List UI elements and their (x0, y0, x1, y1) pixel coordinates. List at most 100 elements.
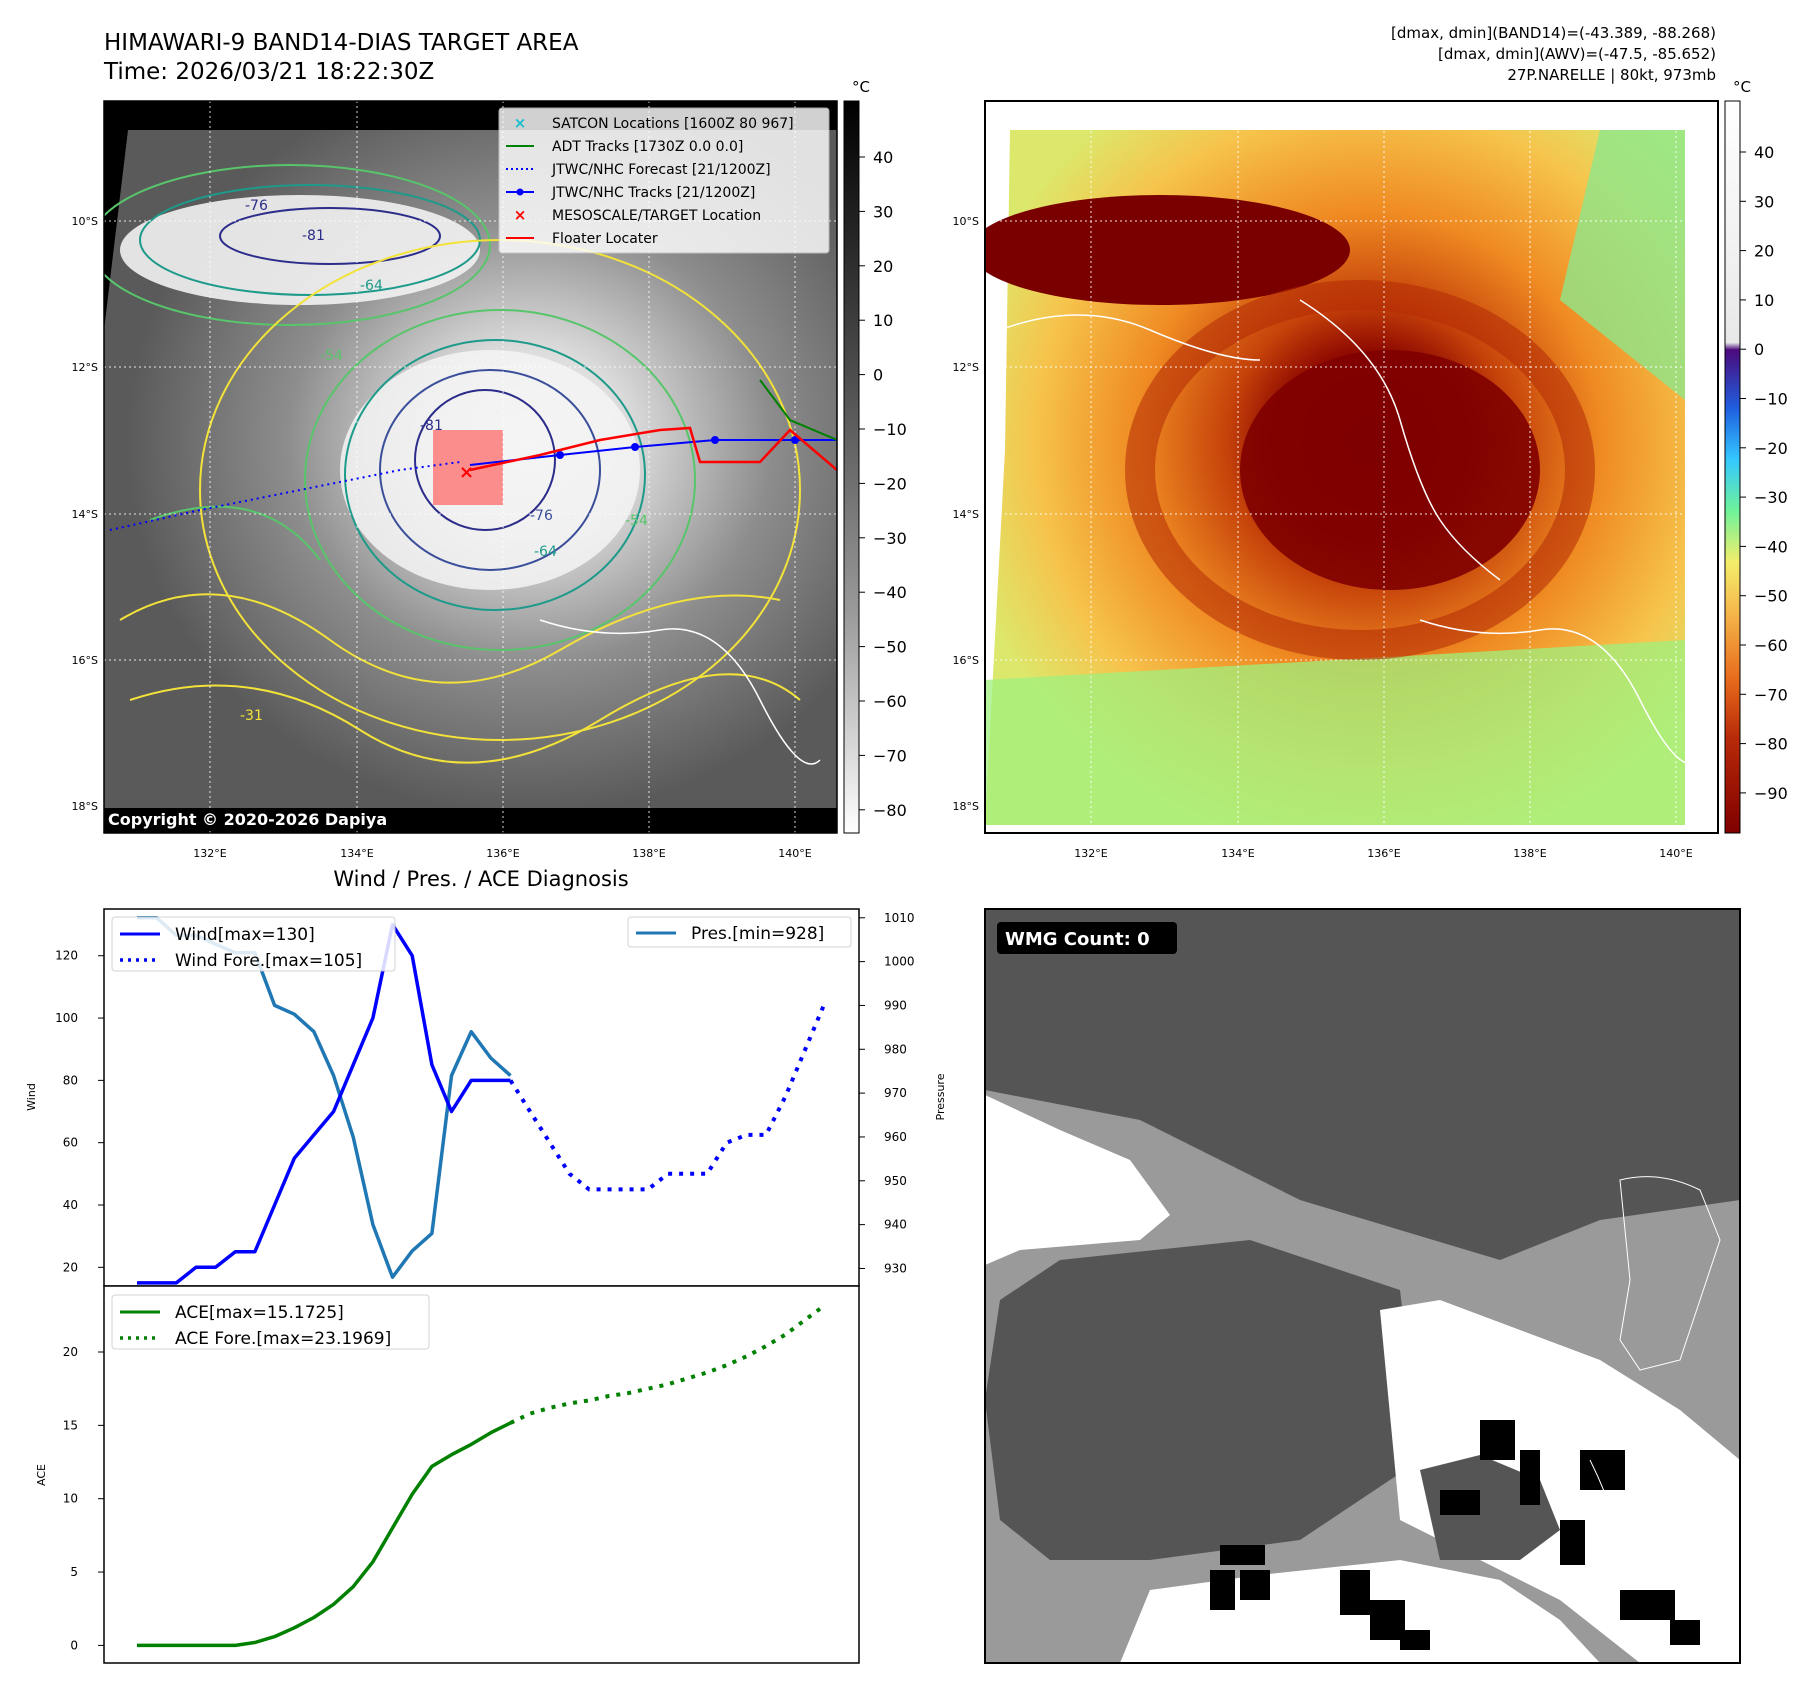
lat-tick: 10°S (953, 215, 979, 228)
axis-tick-label: 120 (55, 949, 78, 963)
lat-tick: 18°S (953, 800, 979, 813)
lon-tick: 136°E (486, 847, 519, 860)
wind-legend: Wind[max=130] Wind Fore.[max=105] (111, 916, 396, 972)
contour-label: -54 (625, 513, 648, 529)
lat-tick: 14°S (953, 508, 979, 521)
contour-label: -54 (320, 348, 343, 364)
lon-tick: 140°E (778, 847, 811, 860)
ir-colorbar: °C 40 30 20 10 0 −10 −20 −30 −40 −50 −60 −70 −80 (843, 78, 907, 834)
contour-label: -64 (534, 544, 557, 560)
wmg-panel: WMG Count: 0 (984, 908, 1741, 1664)
colorbar-tick-label: −10 (1754, 390, 1788, 409)
legend-floater: Floater Locater (552, 231, 658, 247)
axis-tick-label: 930 (884, 1261, 907, 1275)
contour-label: -31 (240, 708, 263, 724)
lat-tick: 14°S (72, 508, 98, 521)
target-marker: × (459, 462, 474, 483)
colorbar-tick-label: −70 (873, 746, 907, 765)
legend-adt: ADT Tracks [1730Z 0.0 0.0] (552, 139, 743, 155)
lon-tick: 134°E (1221, 847, 1254, 860)
target-box (433, 430, 503, 505)
figure-title: HIMAWARI-9 BAND14-DIAS TARGET AREA (104, 30, 579, 56)
colorbar-tick-label: −60 (873, 692, 907, 711)
colorbar-tick-label: 20 (1754, 242, 1774, 261)
axis-tick-label: 990 (884, 998, 907, 1012)
colorbar-tick-label: 10 (873, 311, 893, 330)
colorbar-tick-label: −80 (1754, 735, 1788, 754)
axis-tick-label: 80 (63, 1073, 78, 1087)
ir-map-panel: × -76 -81 -64 -54 -31 -81 -76 -64 -54 Co… (72, 78, 907, 860)
colorbar-tick-label: 10 (1754, 291, 1774, 310)
ace-forecast-series-line (509, 1303, 827, 1425)
legend-ace-fore: ACE Fore.[max=23.1969] (175, 1329, 391, 1349)
axis-tick-label: 40 (63, 1198, 78, 1212)
colorbar-tick-label: −20 (873, 474, 907, 493)
axis-tick-label: 980 (884, 1042, 907, 1056)
colorbar-tick-label: −20 (1754, 439, 1788, 458)
colorbar-tick-label: 0 (1754, 340, 1764, 359)
awv-colorbar: °C 40 30 20 10 0 −10 −20 −30 −40 −50 −60 −70 −80 −90 (1724, 78, 1788, 834)
lat-tick: 16°S (953, 654, 979, 667)
axis-tick-label: 20 (63, 1345, 78, 1359)
wind-ylabel: Wind (25, 1083, 38, 1111)
lon-tick: 140°E (1659, 847, 1692, 860)
colorbar-tick-label: −40 (1754, 537, 1788, 556)
copyright: Copyright © 2020-2026 Dapiya (108, 810, 387, 829)
colorbar-tick-label: 30 (1754, 192, 1774, 211)
lon-tick: 132°E (1074, 847, 1107, 860)
pressure-legend: Pres.[min=928] (627, 916, 852, 948)
svg-text:×: × (514, 206, 527, 224)
axis-tick-label: 960 (884, 1130, 907, 1144)
axis-tick-label: 10 (63, 1492, 78, 1506)
legend-target: MESOSCALE/TARGET Location (552, 208, 761, 224)
legend-ace: ACE[max=15.1725] (175, 1303, 344, 1323)
legend-tracks: JTWC/NHC Tracks [21/1200Z] (551, 185, 755, 201)
diagnosis-title: Wind / Pres. / ACE Diagnosis (333, 867, 628, 891)
colorbar-tick-label: 0 (873, 366, 883, 385)
contour-label: -64 (360, 278, 383, 294)
lat-tick: 12°S (953, 361, 979, 374)
pressure-ylabel: Pressure (934, 1073, 947, 1120)
colorbar-tick-label: 30 (873, 202, 893, 221)
ace-series-line (137, 1421, 512, 1648)
colorbar-tick-label: 40 (1754, 143, 1774, 162)
axis-tick-label: 1010 (884, 911, 915, 925)
colorbar-tick-label: −80 (873, 801, 907, 820)
colorbar-unit: °C (852, 78, 870, 96)
figure-time: Time: 2026/03/21 18:22:30Z (103, 59, 434, 85)
awv-stats: [dmax, dmin](AWV)=(-47.5, -85.652) (1438, 45, 1716, 63)
colorbar-tick-label: −50 (1754, 587, 1788, 606)
colorbar-tick-label: 20 (873, 257, 893, 276)
colorbar-tick-label: −60 (1754, 636, 1788, 655)
wmg-count: WMG Count: 0 (1005, 929, 1150, 950)
colorbar-tick-label: −30 (1754, 488, 1788, 507)
wmg-badge (997, 922, 1177, 954)
contour-label: -76 (245, 198, 268, 214)
awv-map-panel: 10°S 12°S 14°S 16°S 18°S 132°E 134°E 136… (953, 78, 1788, 860)
axis-tick-label: 60 (63, 1136, 78, 1150)
legend-wind-fore: Wind Fore.[max=105] (175, 951, 362, 971)
lon-tick: 138°E (632, 847, 665, 860)
map-legend: × SATCON Locations [1600Z 80 967] ADT Tr… (498, 107, 830, 254)
colorbar-tick-label: 40 (873, 148, 893, 167)
axis-tick-label: 970 (884, 1086, 907, 1100)
axis-tick-label: 1000 (884, 955, 915, 969)
lat-tick: 16°S (72, 654, 98, 667)
lon-tick: 138°E (1513, 847, 1546, 860)
storm-info: 27P.NARELLE | 80kt, 973mb (1507, 66, 1716, 84)
ace-legend: ACE[max=15.1725] ACE Fore.[max=23.1969] (111, 1294, 430, 1350)
contour-label: -81 (420, 418, 443, 434)
legend-pressure: Pres.[min=928] (691, 924, 824, 944)
axis-tick-label: 0 (70, 1638, 78, 1652)
colorbar-tick-label: −40 (873, 583, 907, 602)
lon-tick: 136°E (1367, 847, 1400, 860)
colorbar-tick-label: −10 (873, 420, 907, 439)
lon-tick: 134°E (340, 847, 373, 860)
lat-tick: 12°S (72, 361, 98, 374)
colorbar-unit: °C (1733, 78, 1751, 96)
legend-satcon: SATCON Locations [1600Z 80 967] (552, 116, 794, 132)
axis-tick-label: 950 (884, 1174, 907, 1188)
legend-wind: Wind[max=130] (175, 925, 315, 945)
